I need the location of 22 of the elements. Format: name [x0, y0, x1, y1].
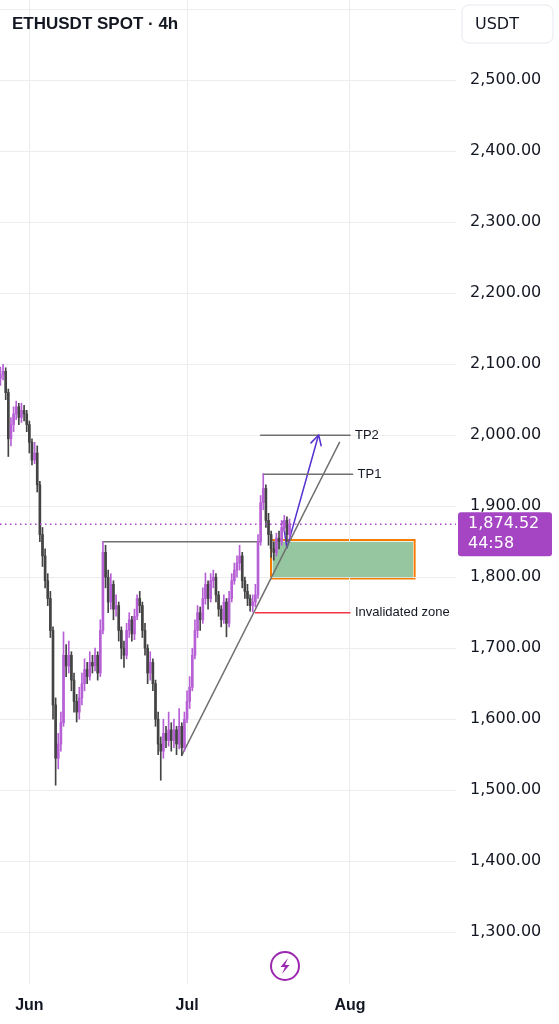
- x-tick-label: Jun: [15, 996, 44, 1014]
- x-tick-label: Aug: [334, 996, 366, 1014]
- y-tick-label: 1,900.00: [470, 495, 542, 515]
- series-label: TP1: [357, 465, 382, 481]
- y-tick-label: 1,500.00: [470, 779, 542, 799]
- y-tick-label: 1,800.00: [470, 566, 542, 586]
- y-tick-label: 1,600.00: [470, 708, 542, 728]
- ref-line-label: 1,874.52 44:58: [468, 513, 540, 553]
- series-label: Invalidated zone: [354, 604, 450, 620]
- text: ETHUSDT SPOT · 4h: [12, 13, 179, 33]
- y-tick-label: 2,000.00: [470, 424, 542, 444]
- y-tick-label: 1,400.00: [470, 850, 542, 870]
- y-tick-label: 1,700.00: [470, 637, 542, 657]
- series-label: TP2: [354, 426, 379, 442]
- y-tick-label: 2,300.00: [470, 211, 542, 231]
- y-tick-label: 1,300.00: [470, 921, 542, 941]
- y-tick-label: 2,100.00: [470, 353, 542, 373]
- x-tick-label: Jul: [175, 996, 199, 1014]
- y-axis-title: USDT: [475, 14, 520, 34]
- y-tick-label: 2,400.00: [470, 140, 542, 160]
- y-tick-label: 2,200.00: [470, 282, 542, 302]
- y-tick-label: 2,500.00: [470, 69, 542, 89]
